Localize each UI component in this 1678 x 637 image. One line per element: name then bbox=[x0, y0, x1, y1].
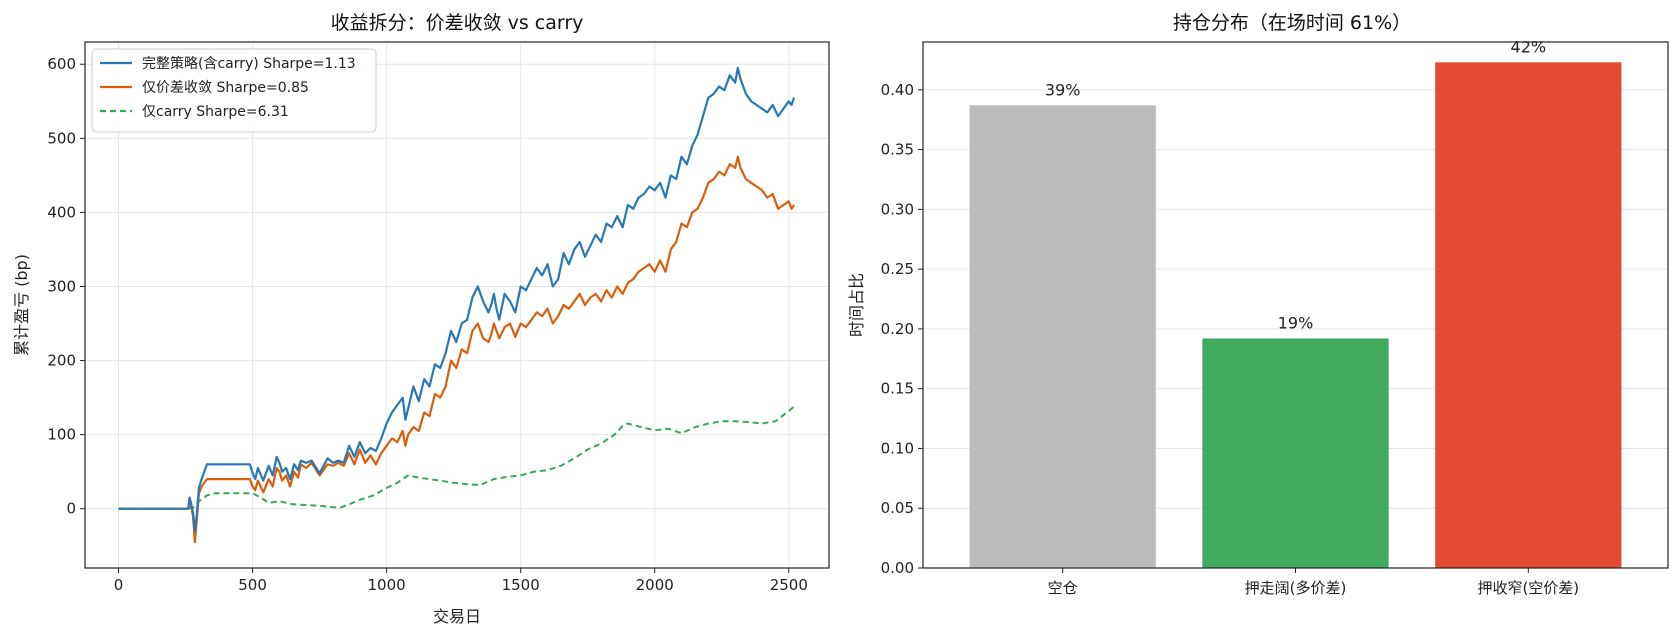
left-y-tick-label: 100 bbox=[47, 426, 76, 444]
series-line-full-strategy bbox=[118, 66, 796, 533]
series-line-carry-only bbox=[118, 405, 795, 510]
right-bars-layer: 39% 19% 42% bbox=[969, 37, 1622, 569]
right-y-tick-label: 0.10 bbox=[881, 439, 914, 457]
right-y-tick-label: 0.25 bbox=[881, 260, 914, 278]
bar-data-label: 19% bbox=[1278, 313, 1314, 332]
right-y-tick-label: 0.00 bbox=[881, 559, 914, 577]
series-line-spread-only bbox=[118, 155, 795, 544]
left-legend: 完整策略(含carry) Sharpe=1.13 仅价差收敛 Sharpe=0.8… bbox=[91, 48, 377, 133]
left-y-tick-label: 200 bbox=[47, 352, 76, 370]
left-x-tick-label: 1000 bbox=[368, 576, 406, 594]
left-y-ticks: 0 100 200 300 400 500 600 bbox=[47, 55, 85, 518]
left-x-tick-label: 500 bbox=[238, 576, 267, 594]
left-y-axis-label: 累计盈亏 (bp) bbox=[12, 254, 31, 356]
right-y-ticks: 0.00 0.05 0.10 0.15 0.20 0.25 0.30 0.35 0.40 bbox=[881, 81, 923, 577]
legend-box bbox=[91, 48, 377, 133]
right-y-axis-label: 时间占比 bbox=[847, 273, 866, 337]
right-y-tick-label: 0.30 bbox=[881, 200, 914, 218]
right-y-tick-label: 0.05 bbox=[881, 499, 914, 517]
right-y-tick-label: 0.20 bbox=[881, 320, 914, 338]
left-x-ticks: 0 500 1000 1500 2000 2500 bbox=[114, 568, 808, 594]
bar-data-label: 42% bbox=[1511, 37, 1547, 56]
left-y-tick-label: 0 bbox=[66, 500, 76, 518]
right-chart: 持仓分布（在场时间 61%） 39% 19% 42% 空仓 押走阔(多价差) 押收窄(空… bbox=[847, 12, 1669, 597]
left-y-tick-label: 400 bbox=[47, 203, 76, 221]
left-x-axis-label: 交易日 bbox=[433, 607, 481, 626]
left-y-tick-label: 500 bbox=[47, 129, 76, 147]
left-chart-title: 收益拆分：价差收敛 vs carry bbox=[331, 12, 584, 34]
right-x-tick-label: 押走阔(多价差) bbox=[1245, 579, 1347, 597]
left-grid bbox=[85, 42, 829, 568]
left-y-tick-label: 600 bbox=[47, 55, 76, 73]
left-x-tick-label: 2000 bbox=[636, 576, 674, 594]
legend-label: 完整策略(含carry) Sharpe=1.13 bbox=[142, 55, 356, 72]
right-chart-title: 持仓分布（在场时间 61%） bbox=[1173, 12, 1411, 34]
left-chart: 收益拆分：价差收敛 vs carry 0 500 1000 1500 2000 2500 … bbox=[12, 12, 830, 626]
right-y-tick-label: 0.40 bbox=[881, 81, 914, 99]
bar-2 bbox=[1202, 338, 1389, 568]
legend-label: 仅carry Sharpe=6.31 bbox=[142, 104, 289, 120]
left-x-tick-label: 1500 bbox=[502, 576, 540, 594]
left-x-tick-label: 0 bbox=[114, 576, 124, 594]
left-y-tick-label: 300 bbox=[47, 277, 76, 295]
left-plot-frame bbox=[84, 41, 830, 569]
right-x-tick-label: 空仓 bbox=[1048, 579, 1078, 597]
bar-1 bbox=[969, 105, 1156, 568]
right-x-ticks: 空仓 押走阔(多价差) 押收窄(空价差) bbox=[1048, 568, 1579, 597]
right-x-tick-label: 押收窄(空价差) bbox=[1477, 579, 1579, 597]
left-x-tick-label: 2500 bbox=[770, 576, 808, 594]
right-y-tick-label: 0.15 bbox=[881, 380, 914, 398]
bar-data-label: 39% bbox=[1045, 80, 1081, 99]
left-series-layer bbox=[118, 66, 796, 544]
bar-3 bbox=[1435, 62, 1622, 569]
right-y-tick-label: 0.35 bbox=[881, 141, 914, 159]
legend-label: 仅价差收敛 Sharpe=0.85 bbox=[142, 80, 309, 96]
